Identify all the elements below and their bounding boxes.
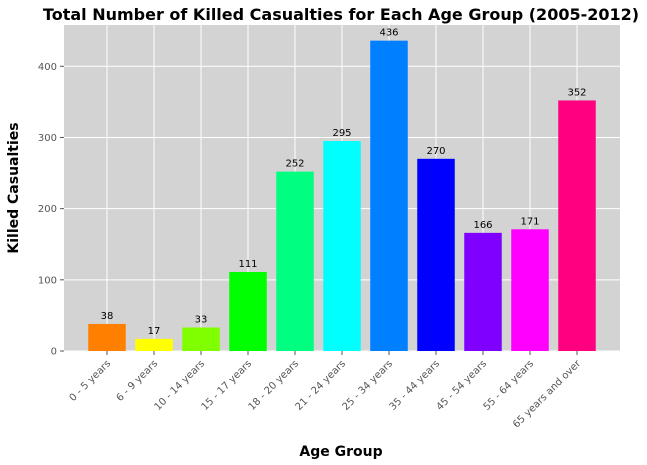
y-tick-label: 100: [38, 275, 57, 286]
data-label: 17: [148, 326, 161, 337]
data-label: 166: [473, 220, 492, 231]
data-label: 436: [379, 28, 398, 39]
bar: [558, 100, 596, 351]
bar: [370, 40, 408, 351]
y-tick-label: 0: [51, 347, 57, 358]
bar: [417, 158, 455, 351]
y-axis-title: Killed Casualties: [6, 122, 22, 253]
x-tick-label: 6 - 9 years: [115, 358, 161, 404]
y-tick-label: 400: [38, 62, 57, 73]
bars: [88, 40, 596, 351]
y-tick-label: 200: [38, 204, 57, 215]
bar: [323, 141, 361, 351]
y-axis-ticks: 0 100 200 300 400: [38, 62, 64, 358]
x-tick-label: 0 - 5 years: [68, 358, 114, 404]
bar: [182, 327, 220, 351]
data-label: 111: [238, 259, 257, 270]
y-tick-label: 300: [38, 133, 57, 144]
x-axis-title: Age Group: [299, 444, 382, 460]
bar: [135, 338, 173, 351]
data-label: 252: [285, 159, 304, 170]
data-label: 38: [101, 311, 114, 322]
data-label: 352: [567, 87, 586, 98]
data-label: 171: [520, 216, 539, 227]
data-labels: 38 17 33 111 252 295 436 270 166 171 352: [101, 28, 587, 337]
data-label: 295: [332, 128, 351, 139]
bar: [88, 323, 126, 351]
bar: [276, 171, 314, 351]
bar: [511, 229, 549, 351]
data-label: 270: [426, 146, 445, 157]
chart-title: Total Number of Killed Casualties for Ea…: [43, 5, 639, 24]
bar: [464, 232, 502, 351]
bar: [229, 271, 267, 351]
data-label: 33: [195, 315, 208, 326]
